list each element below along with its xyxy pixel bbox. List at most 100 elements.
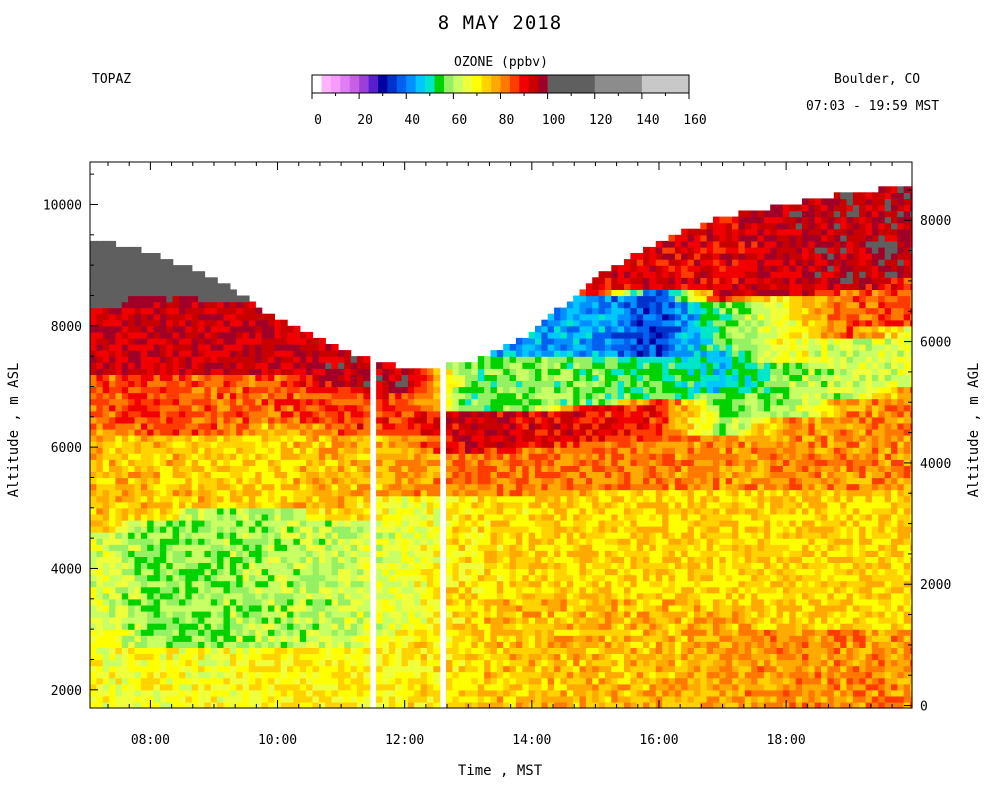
- heatmap-cell: [115, 265, 123, 272]
- heatmap-cell: [204, 629, 212, 636]
- heatmap-cell: [147, 501, 155, 509]
- heatmap-cell: [140, 416, 148, 424]
- heatmap-cell: [388, 623, 396, 630]
- heatmap-cell: [401, 580, 409, 588]
- heatmap-cell: [325, 574, 333, 582]
- heatmap-cell: [172, 416, 180, 424]
- heatmap-cell: [579, 550, 587, 557]
- heatmap-cell: [414, 380, 422, 388]
- heatmap-cell: [261, 489, 269, 497]
- heatmap-cell: [325, 392, 333, 400]
- heatmap-cell: [223, 404, 231, 412]
- heatmap-cell: [179, 471, 186, 479]
- heatmap-cell: [159, 495, 167, 503]
- heatmap-cell: [357, 568, 364, 576]
- heatmap-cell: [147, 422, 155, 430]
- heatmap-cell: [446, 428, 453, 436]
- heatmap-cell: [134, 301, 142, 309]
- heatmap-cell: [496, 410, 504, 418]
- heatmap-cell: [401, 623, 409, 630]
- heatmap-cell: [293, 453, 301, 460]
- heatmap-cell: [140, 629, 148, 636]
- heatmap-cell: [395, 629, 403, 636]
- heatmap-cell: [204, 665, 212, 673]
- heatmap-cell: [185, 562, 193, 570]
- heatmap-cell: [223, 635, 231, 642]
- heatmap-cell: [268, 635, 275, 642]
- heatmap-cell: [147, 647, 155, 654]
- heatmap-cell: [280, 665, 288, 673]
- heatmap-cell: [401, 665, 409, 673]
- heatmap-cell: [363, 604, 371, 612]
- heatmap-cell: [331, 477, 339, 485]
- heatmap-cell: [414, 507, 422, 515]
- heatmap-cell: [115, 635, 123, 642]
- heatmap-cell: [198, 386, 206, 394]
- heatmap-cell: [198, 635, 206, 642]
- heatmap-cell: [274, 671, 282, 679]
- heatmap-cell: [179, 441, 186, 448]
- heatmap-cell: [191, 653, 199, 661]
- heatmap-cell: [121, 580, 129, 588]
- heatmap-cell: [490, 386, 498, 394]
- heatmap-cell: [496, 374, 504, 381]
- heatmap-cell: [306, 689, 314, 697]
- heatmap-cell: [229, 507, 237, 515]
- heatmap-cell: [535, 623, 542, 630]
- heatmap-cell: [102, 677, 110, 685]
- heatmap-cell: [159, 441, 167, 448]
- heatmap-cell: [255, 435, 263, 442]
- heatmap-cell: [484, 532, 492, 539]
- heatmap-cell: [484, 471, 492, 479]
- heatmap-cell: [388, 586, 396, 594]
- heatmap-cell: [261, 665, 269, 673]
- heatmap-cell: [350, 568, 358, 576]
- heatmap-cell: [287, 647, 295, 654]
- heatmap-cell: [236, 441, 244, 448]
- heatmap-cell: [229, 465, 237, 472]
- heatmap-cell: [210, 398, 218, 406]
- heatmap-cell: [388, 447, 396, 454]
- heatmap-cell: [357, 453, 364, 460]
- heatmap-cell: [477, 598, 485, 606]
- heatmap-cell: [115, 410, 123, 418]
- heatmap-cell: [401, 513, 409, 521]
- heatmap-cell: [128, 350, 136, 357]
- heatmap-cell: [153, 629, 161, 636]
- heatmap-cell: [522, 392, 530, 400]
- heatmap-cell: [293, 501, 301, 509]
- heatmap-cell: [274, 695, 282, 703]
- heatmap-cell: [179, 344, 186, 351]
- heatmap-cell: [217, 380, 225, 388]
- heatmap-cell: [128, 435, 136, 442]
- heatmap-cell: [433, 641, 441, 648]
- heatmap-cell: [191, 337, 199, 345]
- heatmap-cell: [287, 556, 295, 563]
- heatmap-cell: [128, 477, 136, 485]
- heatmap-cell: [509, 568, 517, 576]
- heatmap-cell: [166, 689, 174, 697]
- heatmap-cell: [268, 617, 275, 624]
- heatmap-cell: [179, 568, 186, 576]
- heatmap-cell: [280, 404, 288, 412]
- heatmap-cell: [477, 428, 485, 436]
- heatmap-cell: [109, 683, 117, 691]
- heatmap-cell: [318, 368, 326, 375]
- heatmap-cell: [414, 386, 422, 394]
- heatmap-cell: [223, 441, 231, 448]
- heatmap-cell: [535, 617, 542, 624]
- heatmap-cell: [471, 410, 479, 418]
- heatmap-cell: [585, 604, 593, 612]
- heatmap-cell: [541, 544, 549, 551]
- heatmap-cell: [96, 519, 104, 527]
- heatmap-cell: [204, 386, 212, 394]
- heatmap-cell: [496, 380, 504, 388]
- heatmap-cell: [90, 428, 97, 436]
- heatmap-cell: [217, 544, 225, 551]
- heatmap-cell: [299, 598, 307, 606]
- heatmap-cell: [280, 441, 288, 448]
- heatmap-cell: [198, 526, 206, 533]
- heatmap-cell: [236, 337, 244, 345]
- heatmap-cell: [210, 629, 218, 636]
- heatmap-cell: [280, 556, 288, 563]
